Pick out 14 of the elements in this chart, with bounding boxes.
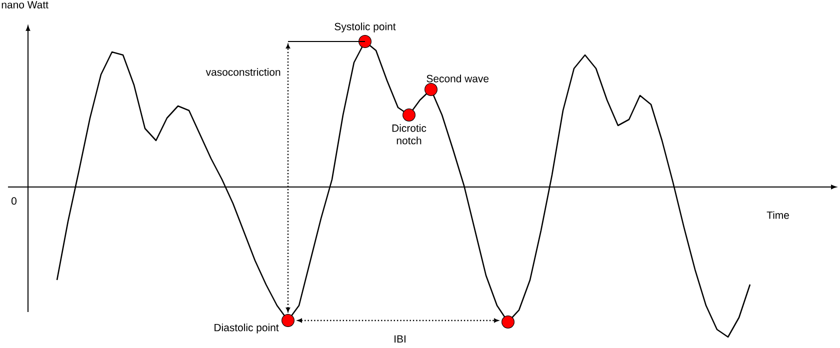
annotation: Diastolic point	[214, 324, 279, 334]
annotation: Second wave	[426, 74, 489, 82]
point	[358, 35, 372, 48]
x-axis-title: Time	[766, 211, 789, 219]
y-axis-title: nano Watt	[2, 1, 48, 8]
annotation: Dicrotic notch	[392, 124, 426, 144]
point	[424, 83, 438, 96]
annotation: vasoconstriction	[206, 68, 280, 76]
point	[402, 108, 416, 122]
point	[282, 314, 294, 327]
annotation: IBI	[394, 335, 406, 343]
point	[502, 316, 514, 328]
text: 0	[12, 197, 16, 205]
text: Systolic point	[334, 22, 396, 32]
